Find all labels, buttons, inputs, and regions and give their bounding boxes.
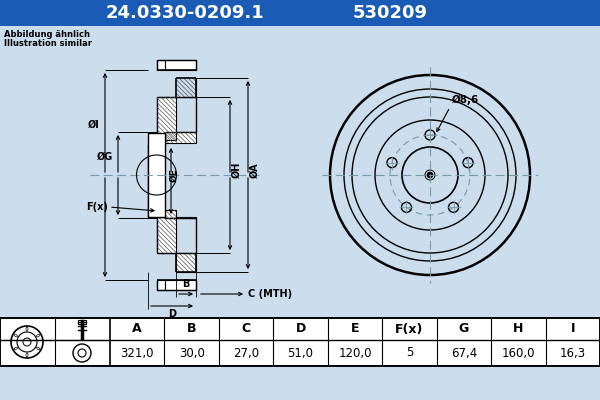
Text: 5: 5	[406, 346, 413, 360]
Circle shape	[427, 172, 433, 178]
Text: ØI: ØI	[88, 120, 100, 130]
Text: 321,0: 321,0	[121, 346, 154, 360]
Bar	[0, 318, 600, 366]
Text: D: D	[168, 309, 176, 319]
Text: F(x): F(x)	[86, 202, 108, 212]
Text: ØG: ØG	[97, 152, 113, 162]
Text: 51,0: 51,0	[287, 346, 314, 360]
Text: ØE: ØE	[170, 168, 179, 182]
Text: Abbildung ähnlich: Abbildung ähnlich	[4, 30, 90, 39]
Text: E: E	[351, 322, 359, 336]
Text: 530209: 530209	[353, 4, 427, 22]
Text: C (MTH): C (MTH)	[248, 289, 292, 299]
Text: 160,0: 160,0	[502, 346, 535, 360]
Text: 67,4: 67,4	[451, 346, 477, 360]
Bar	[0, 0, 600, 26]
Bar	[176, 253, 196, 272]
Text: H: H	[513, 322, 524, 336]
Bar	[165, 132, 196, 143]
Text: A: A	[133, 322, 142, 336]
Bar	[148, 133, 165, 217]
Bar	[78, 320, 86, 324]
Text: 16,3: 16,3	[560, 346, 586, 360]
Bar	[165, 217, 196, 218]
Bar	[176, 78, 196, 97]
Text: B: B	[187, 322, 196, 336]
Ellipse shape	[26, 327, 28, 331]
Text: ØA: ØA	[250, 162, 260, 178]
Text: 30,0: 30,0	[179, 346, 205, 360]
Text: D: D	[295, 322, 305, 336]
Ellipse shape	[37, 334, 40, 337]
Text: Ø8,6: Ø8,6	[452, 95, 479, 105]
Bar	[157, 210, 176, 253]
Bar	[157, 97, 176, 140]
Text: 24.0330-0209.1: 24.0330-0209.1	[106, 4, 265, 22]
Bar	[165, 60, 196, 70]
Bar	[157, 280, 165, 290]
Text: B: B	[182, 279, 190, 289]
Ellipse shape	[37, 347, 40, 350]
Bar	[176, 78, 196, 97]
Text: 120,0: 120,0	[338, 346, 372, 360]
Text: C: C	[242, 322, 251, 336]
Text: I: I	[571, 322, 575, 336]
Text: 27,0: 27,0	[233, 346, 259, 360]
Bar	[165, 280, 196, 290]
Ellipse shape	[14, 347, 17, 350]
Text: F(x): F(x)	[395, 322, 424, 336]
Text: G: G	[459, 322, 469, 336]
Text: ØH: ØH	[232, 162, 242, 178]
Bar	[157, 60, 165, 70]
Text: Illustration similar: Illustration similar	[4, 39, 92, 48]
Ellipse shape	[26, 353, 28, 357]
Ellipse shape	[14, 334, 17, 337]
